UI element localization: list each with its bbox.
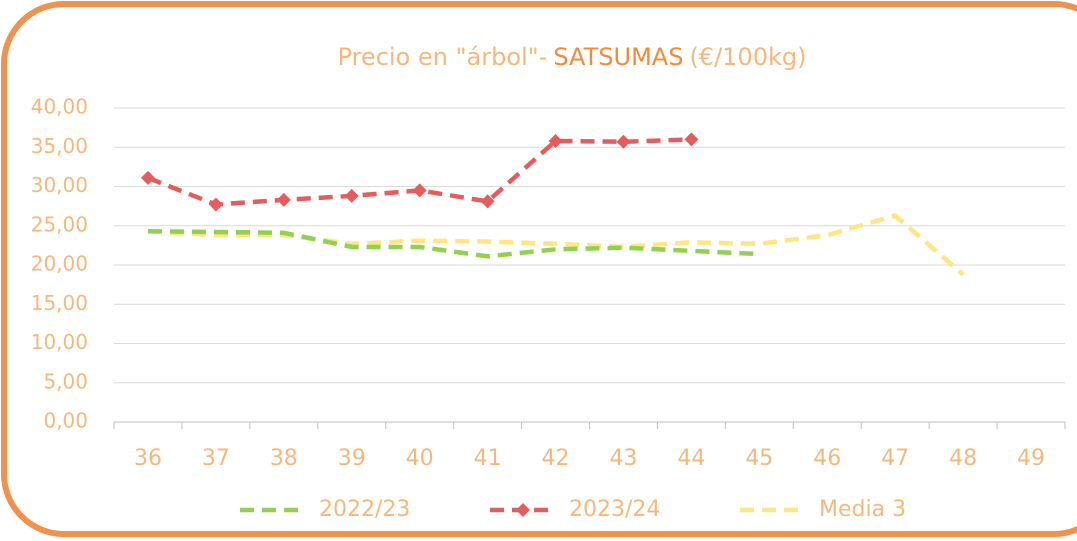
- x-tick-label: 49: [1017, 446, 1045, 471]
- x-tick-label: 45: [745, 446, 773, 471]
- marker: [548, 133, 563, 148]
- marker: [140, 170, 155, 185]
- legend-label: 2022/23: [319, 497, 410, 522]
- title-part: (€/100kg): [689, 43, 806, 71]
- x-tick-label: 40: [406, 446, 434, 471]
- y-tick-label: 0,00: [43, 409, 88, 433]
- y-tick-label: 40,00: [31, 95, 88, 119]
- y-tick-label: 35,00: [31, 134, 88, 158]
- x-tick-label: 37: [202, 446, 230, 471]
- marker: [616, 134, 631, 149]
- y-tick-label: 25,00: [31, 212, 88, 236]
- x-tick-label: 48: [949, 446, 977, 471]
- marker: [684, 132, 699, 147]
- legend-label: Media 3: [819, 497, 906, 522]
- x-tick-label: 43: [609, 446, 637, 471]
- title-part: Precio en "árbol"-: [338, 43, 548, 71]
- legend-marker: [516, 503, 530, 517]
- x-tick-label: 42: [542, 446, 570, 471]
- y-tick-label: 30,00: [31, 173, 88, 197]
- marker: [412, 183, 427, 198]
- marker: [276, 192, 291, 207]
- series-line: [147, 213, 965, 277]
- x-tick-label: 38: [270, 446, 298, 471]
- series-line: [147, 228, 760, 259]
- marker: [480, 194, 495, 209]
- y-tick-label: 15,00: [31, 291, 88, 315]
- x-tick-label: 44: [677, 446, 705, 471]
- x-tick-label: 47: [881, 446, 909, 471]
- marker: [344, 188, 359, 203]
- x-tick-label: 41: [474, 446, 502, 471]
- chart-title: Precio en "árbol"- SATSUMAS (€/100kg): [338, 43, 807, 71]
- x-tick-label: 36: [134, 446, 162, 471]
- marker: [208, 197, 223, 212]
- x-tick-label: 39: [338, 446, 366, 471]
- y-tick-label: 10,00: [31, 330, 88, 354]
- title-highlight: SATSUMAS: [553, 43, 683, 71]
- y-tick-label: 20,00: [31, 252, 88, 276]
- y-tick-label: 5,00: [43, 369, 88, 393]
- legend-label: 2023/24: [569, 497, 660, 522]
- x-tick-label: 46: [813, 446, 841, 471]
